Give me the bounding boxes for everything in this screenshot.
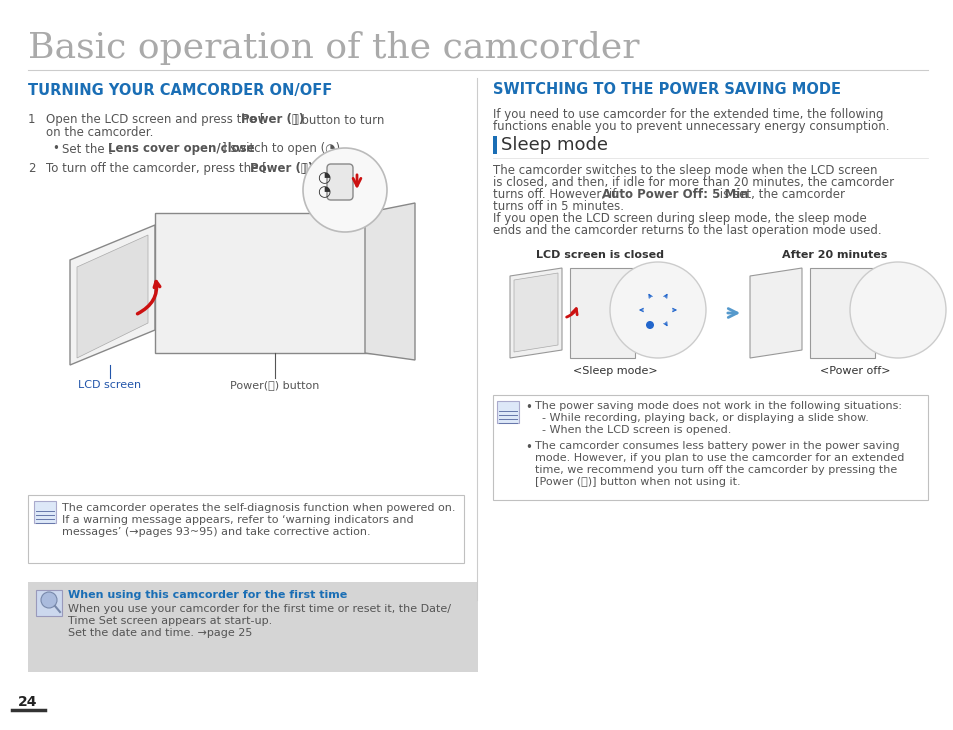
Polygon shape	[514, 273, 558, 352]
Text: The camcorder switches to the sleep mode when the LCD screen: The camcorder switches to the sleep mode…	[493, 164, 877, 177]
Circle shape	[41, 592, 57, 608]
Text: ◔: ◔	[316, 170, 330, 185]
Bar	[493, 395, 927, 500]
Text: LCD screen: LCD screen	[78, 380, 141, 390]
Text: Open the LCD screen and press the [: Open the LCD screen and press the [	[46, 113, 264, 126]
Text: mode. However, if you plan to use the camcorder for an extended: mode. However, if you plan to use the ca…	[535, 453, 903, 463]
Text: Set the [: Set the [	[62, 142, 112, 155]
Text: To turn off the camcorder, press the [: To turn off the camcorder, press the [	[46, 162, 267, 175]
Text: Power (⏻): Power (⏻)	[250, 162, 313, 175]
Text: The camcorder consumes less battery power in the power saving: The camcorder consumes less battery powe…	[535, 441, 899, 451]
Text: •: •	[524, 401, 532, 414]
Polygon shape	[70, 225, 154, 365]
Text: LCD screen is closed: LCD screen is closed	[536, 250, 663, 260]
Bar	[28, 495, 463, 563]
Text: If you need to use camcorder for the extended time, the following: If you need to use camcorder for the ext…	[493, 108, 882, 121]
Text: If a warning message appears, refer to ‘warning indicators and: If a warning message appears, refer to ‘…	[62, 515, 414, 525]
Bar	[154, 213, 385, 353]
Text: Auto Power Off: 5 Min: Auto Power Off: 5 Min	[601, 188, 748, 201]
Circle shape	[609, 262, 705, 358]
Text: 24: 24	[18, 695, 37, 709]
Text: is closed, and then, if idle for more than 20 minutes, the camcorder: is closed, and then, if idle for more th…	[493, 176, 893, 189]
Polygon shape	[365, 203, 415, 360]
Text: - While recording, playing back, or displaying a slide show.: - While recording, playing back, or disp…	[535, 413, 868, 423]
Polygon shape	[77, 235, 148, 358]
Text: If you open the LCD screen during sleep mode, the sleep mode: If you open the LCD screen during sleep …	[493, 212, 866, 225]
Polygon shape	[749, 268, 801, 358]
Text: SWITCHING TO THE POWER SAVING MODE: SWITCHING TO THE POWER SAVING MODE	[493, 82, 841, 98]
Circle shape	[303, 148, 387, 232]
Bar	[28, 582, 477, 672]
Text: After 20 minutes: After 20 minutes	[781, 250, 886, 260]
Text: ] button to turn: ] button to turn	[293, 113, 384, 126]
Text: time, we recommend you turn off the camcorder by pressing the: time, we recommend you turn off the camc…	[535, 465, 897, 475]
Text: <Power off>: <Power off>	[819, 366, 889, 376]
Text: turns off. However, if: turns off. However, if	[493, 188, 619, 201]
Text: ◔: ◔	[316, 184, 330, 199]
Text: functions enable you to prevent unnecessary energy consumption.: functions enable you to prevent unnecess…	[493, 120, 888, 133]
Text: Lens cover open/close: Lens cover open/close	[108, 142, 254, 155]
Text: Basic operation of the camcorder: Basic operation of the camcorder	[28, 31, 639, 65]
Text: is set, the camcorder: is set, the camcorder	[716, 188, 844, 201]
Text: When using this camcorder for the first time: When using this camcorder for the first …	[68, 590, 347, 600]
Text: •: •	[524, 441, 532, 454]
Bar	[569, 268, 635, 358]
Text: messages’ (→pages 93~95) and take corrective action.: messages’ (→pages 93~95) and take correc…	[62, 527, 370, 537]
Circle shape	[645, 321, 654, 329]
Bar	[36, 590, 62, 616]
Text: <Sleep mode>: <Sleep mode>	[572, 366, 657, 376]
Text: 2: 2	[28, 162, 35, 175]
Text: TURNING YOUR CAMCORDER ON/OFF: TURNING YOUR CAMCORDER ON/OFF	[28, 82, 332, 98]
Bar	[809, 268, 874, 358]
Text: [Power (⏻)] button when not using it.: [Power (⏻)] button when not using it.	[535, 477, 740, 487]
Text: ends and the camcorder returns to the last operation mode used.: ends and the camcorder returns to the la…	[493, 224, 881, 237]
Text: Power(⏻) button: Power(⏻) button	[230, 380, 319, 390]
Text: on the camcorder.: on the camcorder.	[46, 126, 153, 139]
Polygon shape	[510, 268, 561, 358]
Text: The power saving mode does not work in the following situations:: The power saving mode does not work in t…	[535, 401, 901, 411]
Text: The camcorder operates the self-diagnosis function when powered on.: The camcorder operates the self-diagnosi…	[62, 503, 455, 513]
Text: ] button.: ] button.	[302, 162, 353, 175]
Text: turns off in 5 minutes.: turns off in 5 minutes.	[493, 200, 623, 213]
Text: ] switch to open (◔).: ] switch to open (◔).	[222, 142, 343, 155]
Text: Time Set screen appears at start-up.: Time Set screen appears at start-up.	[68, 616, 272, 626]
Bar	[34, 501, 56, 523]
Text: 1: 1	[28, 113, 35, 126]
Text: When you use your camcorder for the first time or reset it, the Date/: When you use your camcorder for the firs…	[68, 604, 451, 614]
Text: •: •	[52, 142, 59, 155]
Text: - When the LCD screen is opened.: - When the LCD screen is opened.	[535, 425, 731, 435]
Text: Set the date and time. →page 25: Set the date and time. →page 25	[68, 628, 253, 638]
Text: Power (⏻): Power (⏻)	[241, 113, 304, 126]
FancyBboxPatch shape	[327, 164, 353, 200]
Circle shape	[849, 262, 945, 358]
Bar	[493, 136, 497, 154]
Text: Sleep mode: Sleep mode	[500, 136, 607, 154]
Bar	[497, 401, 518, 423]
